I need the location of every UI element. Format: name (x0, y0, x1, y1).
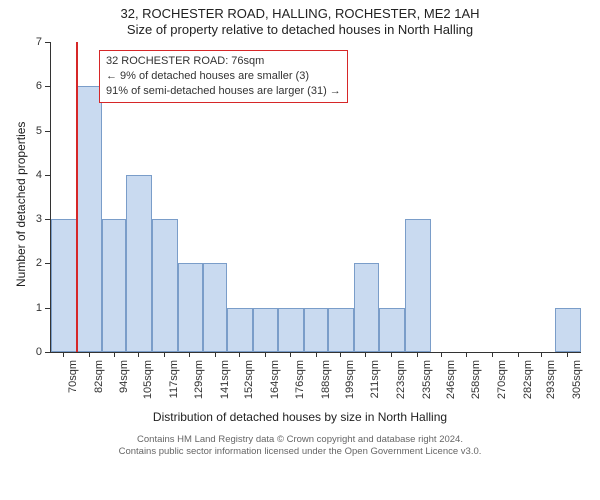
x-tick-label: 82sqm (93, 360, 105, 406)
x-tick-mark (290, 352, 291, 357)
y-tick-label: 2 (22, 257, 42, 269)
x-tick-mark (492, 352, 493, 357)
footnote-line1: Contains HM Land Registry data © Crown c… (0, 434, 600, 446)
y-tick-label: 0 (22, 346, 42, 358)
x-tick-mark (138, 352, 139, 357)
chart-container: 32, ROCHESTER ROAD, HALLING, ROCHESTER, … (0, 0, 600, 500)
x-tick-label: 152sqm (243, 360, 255, 406)
x-tick-label: 70sqm (67, 360, 79, 406)
highlight-line (76, 42, 78, 352)
plot-area: 32 ROCHESTER ROAD: 76sqm← 9% of detached… (50, 42, 581, 353)
y-tick-mark (45, 42, 50, 43)
tooltip-line: ← 9% of detached houses are smaller (3) (106, 69, 341, 84)
footnote-line2: Contains public sector information licen… (0, 446, 600, 458)
x-tick-label: 305sqm (571, 360, 583, 406)
x-tick-mark (441, 352, 442, 357)
histogram-bar (51, 219, 77, 352)
x-tick-label: 223sqm (395, 360, 407, 406)
histogram-bar (178, 263, 204, 352)
histogram-bar (77, 86, 103, 352)
x-tick-label: 94sqm (118, 360, 130, 406)
histogram-bar (102, 219, 126, 352)
y-tick-mark (45, 352, 50, 353)
chart-title: Size of property relative to detached ho… (0, 21, 600, 37)
y-tick-mark (45, 86, 50, 87)
x-tick-label: 164sqm (269, 360, 281, 406)
x-tick-label: 117sqm (168, 360, 180, 406)
histogram-bar (278, 308, 304, 352)
x-tick-mark (417, 352, 418, 357)
y-tick-label: 6 (22, 80, 42, 92)
y-tick-label: 7 (22, 36, 42, 48)
x-tick-mark (215, 352, 216, 357)
histogram-bar (253, 308, 279, 352)
x-tick-mark (466, 352, 467, 357)
x-tick-label: 211sqm (369, 360, 381, 406)
x-tick-mark (567, 352, 568, 357)
x-tick-mark (89, 352, 90, 357)
histogram-bar (555, 308, 581, 352)
y-tick-mark (45, 219, 50, 220)
histogram-bar (354, 263, 380, 352)
y-tick-mark (45, 175, 50, 176)
histogram-bar (379, 308, 405, 352)
x-tick-mark (518, 352, 519, 357)
histogram-bar (126, 175, 152, 352)
x-tick-mark (316, 352, 317, 357)
x-tick-label: 141sqm (219, 360, 231, 406)
x-tick-label: 199sqm (344, 360, 356, 406)
x-tick-label: 129sqm (193, 360, 205, 406)
y-tick-label: 1 (22, 302, 42, 314)
x-tick-label: 188sqm (320, 360, 332, 406)
x-tick-mark (340, 352, 341, 357)
x-tick-label: 293sqm (545, 360, 557, 406)
x-tick-mark (265, 352, 266, 357)
x-tick-mark (239, 352, 240, 357)
y-tick-mark (45, 308, 50, 309)
x-axis-label: Distribution of detached houses by size … (0, 410, 600, 424)
x-tick-mark (63, 352, 64, 357)
tooltip-line: 32 ROCHESTER ROAD: 76sqm (106, 54, 341, 69)
x-tick-mark (541, 352, 542, 357)
histogram-bar (203, 263, 227, 352)
y-tick-label: 5 (22, 125, 42, 137)
y-tick-mark (45, 131, 50, 132)
x-tick-label: 270sqm (496, 360, 508, 406)
x-tick-mark (164, 352, 165, 357)
tooltip-line: 91% of semi-detached houses are larger (… (106, 84, 341, 99)
histogram-bar (152, 219, 178, 352)
x-tick-mark (365, 352, 366, 357)
chart-tooltip: 32 ROCHESTER ROAD: 76sqm← 9% of detached… (99, 50, 348, 103)
x-tick-label: 246sqm (445, 360, 457, 406)
histogram-bar (405, 219, 431, 352)
x-tick-mark (391, 352, 392, 357)
x-tick-label: 258sqm (470, 360, 482, 406)
histogram-bar (328, 308, 354, 352)
chart-supertitle: 32, ROCHESTER ROAD, HALLING, ROCHESTER, … (0, 0, 600, 21)
y-tick-label: 3 (22, 213, 42, 225)
x-tick-mark (114, 352, 115, 357)
x-tick-label: 105sqm (142, 360, 154, 406)
x-tick-mark (189, 352, 190, 357)
x-tick-label: 282sqm (522, 360, 534, 406)
y-tick-label: 4 (22, 169, 42, 181)
footnote: Contains HM Land Registry data © Crown c… (0, 434, 600, 458)
y-tick-mark (45, 263, 50, 264)
histogram-bar (227, 308, 253, 352)
x-tick-label: 176sqm (294, 360, 306, 406)
x-tick-label: 235sqm (421, 360, 433, 406)
histogram-bar (304, 308, 328, 352)
